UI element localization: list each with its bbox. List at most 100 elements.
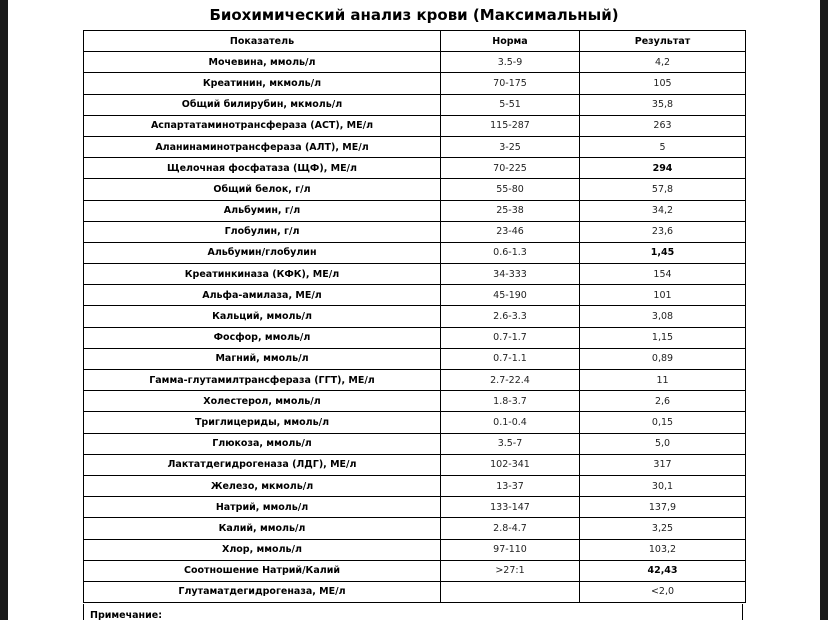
- table-row: Глюкоза, ммоль/л 3.5-7 5,0: [83, 432, 746, 455]
- result-cell: 30,1: [579, 474, 746, 498]
- indicator-cell: Альбумин, г/л: [83, 199, 441, 222]
- table-row: Общий билирубин, мкмоль/л 5-51 35,8: [83, 93, 746, 116]
- table-row: Альфа-амилаза, МЕ/л 45-190 101: [83, 284, 746, 307]
- norm-cell: 115-287: [440, 114, 580, 137]
- result-cell: 317: [579, 453, 746, 476]
- norm-cell: 3.5-7: [440, 432, 580, 455]
- table-row: Аспартатаминотрансфераза (АСТ), МЕ/л 115-…: [83, 114, 746, 137]
- result-cell: 11: [579, 368, 746, 392]
- table-row: Кальций, ммоль/л 2.6-3.3 3,08: [83, 305, 746, 328]
- indicator-cell: Триглицериды, ммоль/л: [83, 411, 441, 434]
- result-cell: 1,15: [579, 326, 746, 349]
- table-row: Холестерол, ммоль/л 1.8-3.7 2,6: [83, 390, 746, 413]
- indicator-cell: Креатинин, мкмоль/л: [83, 72, 441, 95]
- table-row: Гамма-глутамилтрансфераза (ГГТ), МЕ/л 2.7…: [83, 368, 746, 392]
- result-cell: 0,89: [579, 347, 746, 371]
- result-cell: 42,43: [579, 559, 746, 582]
- note-section: Примечание:: [83, 604, 743, 620]
- indicator-cell: Холестерол, ммоль/л: [83, 390, 441, 413]
- norm-cell: 0.7-1.7: [440, 326, 580, 349]
- norm-cell: 2.8-4.7: [440, 517, 580, 540]
- indicator-cell: Кальций, ммоль/л: [83, 305, 441, 328]
- norm-cell: 13-37: [440, 474, 580, 498]
- table-row: Альбумин, г/л 25-38 34,2: [83, 199, 746, 222]
- result-cell: 294: [579, 157, 746, 180]
- note-label: Примечание:: [90, 610, 163, 620]
- indicator-cell: Щелочная фосфатаза (ЩФ), МЕ/л: [83, 157, 441, 180]
- norm-cell: 23-46: [440, 220, 580, 243]
- result-cell: 23,6: [579, 220, 746, 243]
- norm-cell: 70-225: [440, 157, 580, 180]
- norm-cell: 0.1-0.4: [440, 411, 580, 434]
- header-norm: Норма: [440, 29, 580, 53]
- norm-cell: 70-175: [440, 72, 580, 95]
- result-cell: 2,6: [579, 390, 746, 413]
- norm-cell: 2.6-3.3: [440, 305, 580, 328]
- table-row: Общий белок, г/л 55-80 57,8: [83, 178, 746, 201]
- norm-cell: 3.5-9: [440, 51, 580, 74]
- table-row: Железо, мкмоль/л 13-37 30,1: [83, 474, 746, 498]
- document-page: Биохимический анализ крови (Максимальный…: [8, 0, 820, 620]
- indicator-cell: Глобулин, г/л: [83, 220, 441, 243]
- table-row: Магний, ммоль/л 0.7-1.1 0,89: [83, 347, 746, 371]
- table-row: Креатинин, мкмоль/л 70-175 105: [83, 72, 746, 95]
- result-cell: 154: [579, 263, 746, 286]
- table-row: Натрий, ммоль/л 133-147 137,9: [83, 496, 746, 519]
- result-cell: 263: [579, 114, 746, 137]
- norm-cell: 25-38: [440, 199, 580, 222]
- table-row: Глобулин, г/л 23-46 23,6: [83, 220, 746, 243]
- indicator-cell: Общий билирубин, мкмоль/л: [83, 93, 441, 116]
- norm-cell: >27:1: [440, 559, 580, 582]
- result-cell: 105: [579, 72, 746, 95]
- table-header-row: Показатель Норма Результат: [83, 29, 746, 53]
- result-cell: 103,2: [579, 538, 746, 561]
- result-cell: 5: [579, 135, 746, 159]
- indicator-cell: Креатинкиназа (КФК), МЕ/л: [83, 263, 441, 286]
- document-title: Биохимический анализ крови (Максимальный…: [209, 6, 619, 24]
- table-row: Альбумин/глобулин 0.6-1.3 1,45: [83, 241, 746, 265]
- indicator-cell: Магний, ммоль/л: [83, 347, 441, 371]
- indicator-cell: Хлор, ммоль/л: [83, 538, 441, 561]
- indicator-cell: Калий, ммоль/л: [83, 517, 441, 540]
- header-indicator: Показатель: [83, 29, 441, 53]
- norm-cell: 2.7-22.4: [440, 368, 580, 392]
- result-cell: <2,0: [579, 580, 746, 604]
- result-cell: 4,2: [579, 51, 746, 74]
- table-row: Триглицериды, ммоль/л 0.1-0.4 0,15: [83, 411, 746, 434]
- table-row: Лактатдегидрогеназа (ЛДГ), МЕ/л 102-341 31…: [83, 453, 746, 476]
- result-cell: 0,15: [579, 411, 746, 434]
- result-cell: 57,8: [579, 178, 746, 201]
- results-table: Показатель Норма Результат Мочевина, ммо…: [83, 29, 746, 604]
- result-cell: 3,08: [579, 305, 746, 328]
- indicator-cell: Альбумин/глобулин: [83, 241, 441, 265]
- result-cell: 34,2: [579, 199, 746, 222]
- norm-cell: 0.6-1.3: [440, 241, 580, 265]
- norm-cell: 97-110: [440, 538, 580, 561]
- result-cell: 5,0: [579, 432, 746, 455]
- indicator-cell: Железо, мкмоль/л: [83, 474, 441, 498]
- indicator-cell: Альфа-амилаза, МЕ/л: [83, 284, 441, 307]
- indicator-cell: Аспартатаминотрансфераза (АСТ), МЕ/л: [83, 114, 441, 137]
- indicator-cell: Натрий, ммоль/л: [83, 496, 441, 519]
- indicator-cell: Соотношение Натрий/Калий: [83, 559, 441, 582]
- table-row: Щелочная фосфатаза (ЩФ), МЕ/л 70-225 294: [83, 157, 746, 180]
- indicator-cell: Глюкоза, ммоль/л: [83, 432, 441, 455]
- table-row: Мочевина, ммоль/л 3.5-9 4,2: [83, 51, 746, 74]
- norm-cell: 3-25: [440, 135, 580, 159]
- table-row: Фосфор, ммоль/л 0.7-1.7 1,15: [83, 326, 746, 349]
- result-cell: 3,25: [579, 517, 746, 540]
- result-cell: 137,9: [579, 496, 746, 519]
- table-row: Глутаматдегидрогеназа, МЕ/л <2,0: [83, 580, 746, 604]
- norm-cell: 45-190: [440, 284, 580, 307]
- table-row: Калий, ммоль/л 2.8-4.7 3,25: [83, 517, 746, 540]
- indicator-cell: Мочевина, ммоль/л: [83, 51, 441, 74]
- table-row: Соотношение Натрий/Калий >27:1 42,43: [83, 559, 746, 582]
- norm-cell: [440, 580, 580, 604]
- norm-cell: 5-51: [440, 93, 580, 116]
- table-row: Аланинаминотрансфераза (АЛТ), МЕ/л 3-25 5: [83, 135, 746, 159]
- indicator-cell: Лактатдегидрогеназа (ЛДГ), МЕ/л: [83, 453, 441, 476]
- indicator-cell: Общий белок, г/л: [83, 178, 441, 201]
- norm-cell: 55-80: [440, 178, 580, 201]
- indicator-cell: Фосфор, ммоль/л: [83, 326, 441, 349]
- header-result: Результат: [579, 29, 746, 53]
